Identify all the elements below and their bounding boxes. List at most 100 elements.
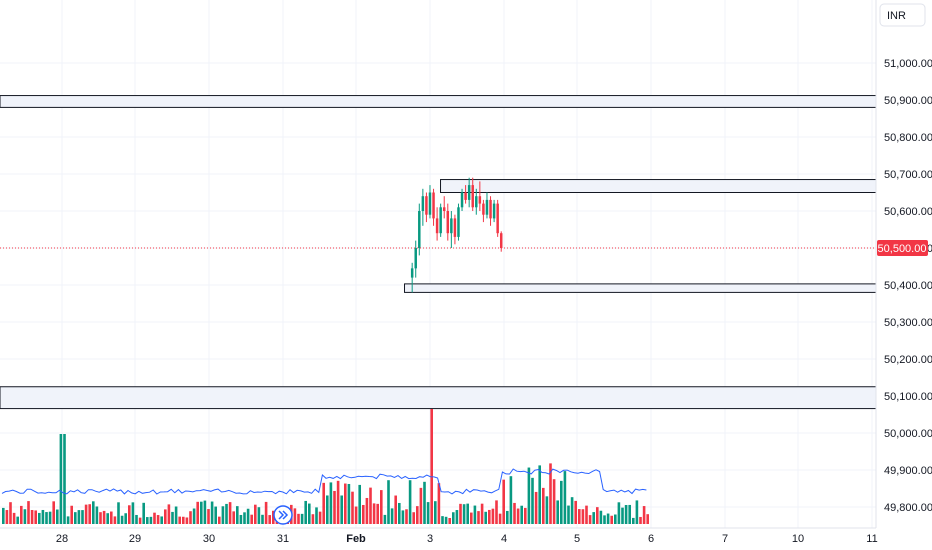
volume-bar: [264, 501, 268, 524]
volume-bar: [27, 501, 30, 524]
volume-bar: [538, 465, 541, 524]
volume-bar: [498, 513, 502, 524]
time-tick-label: 28: [56, 533, 68, 545]
volume-bar: [401, 510, 405, 524]
volume-bar: [23, 509, 27, 524]
volume-bar: [218, 516, 221, 524]
volume-bar: [243, 512, 246, 524]
volume-bar: [635, 500, 639, 524]
volume-bar: [646, 514, 649, 524]
volume-bar: [2, 507, 5, 524]
volume-bar: [110, 511, 113, 524]
candle-body: [499, 233, 503, 248]
price-tick-label: 49,800.00: [884, 502, 932, 514]
candle-body: [435, 218, 439, 234]
volume-bar: [470, 512, 473, 524]
volume-bar: [20, 505, 23, 524]
volume-bar: [376, 503, 379, 524]
time-tick-label: 7: [722, 533, 728, 545]
volume-bar: [412, 512, 415, 524]
volume-bar: [272, 510, 275, 524]
volume-bar: [268, 515, 271, 524]
volume-bar: [185, 517, 189, 524]
price-tick-label: 49,900.00: [884, 465, 932, 477]
volume-bar: [509, 476, 513, 524]
volume-bar: [592, 512, 595, 524]
volume-bar: [473, 505, 477, 524]
volume-bar: [495, 500, 498, 524]
time-tick-label: 31: [277, 533, 289, 545]
volume-bar: [135, 514, 138, 524]
volume-bar: [624, 505, 628, 524]
volume-bar: [38, 512, 41, 524]
volume-bar: [34, 510, 37, 524]
volume-bar: [477, 511, 480, 524]
volume-bar: [419, 487, 423, 524]
volume-bar: [297, 513, 300, 524]
volume-bar: [106, 513, 109, 524]
candle-body: [421, 196, 425, 211]
price-tick-label: 50,000.00: [884, 428, 932, 440]
time-tick-label: 5: [574, 533, 580, 545]
volume-bar: [452, 512, 455, 524]
volume-bar: [56, 509, 59, 524]
volume-bar: [610, 515, 613, 524]
volume-bar: [326, 495, 329, 524]
volume-bar: [585, 505, 588, 524]
current-price-label: 50,500.00: [878, 243, 927, 255]
volume-bar: [527, 467, 531, 524]
candle-body: [467, 185, 471, 200]
candle-body: [450, 218, 453, 234]
volume-bar: [642, 506, 646, 524]
volume-bar: [480, 503, 484, 524]
time-axis[interactable]: 28 29 30 31 Feb 3 4 5 6 7 10 11: [56, 533, 878, 545]
volume-bar: [210, 501, 214, 524]
volume-bar: [149, 516, 153, 524]
volume-bar: [66, 516, 70, 524]
volume-bar: [365, 497, 369, 524]
volume-bar: [545, 496, 549, 524]
volume-bar: [329, 482, 333, 524]
volume-bar: [192, 508, 196, 524]
candle-body: [410, 268, 414, 278]
candle-body: [471, 185, 474, 208]
volume-bar: [380, 490, 383, 524]
volume-bar: [542, 487, 545, 524]
volume-bar: [142, 502, 145, 524]
volume-bar: [131, 502, 135, 524]
volume-bar: [383, 514, 387, 524]
volume-bar: [300, 513, 304, 524]
volume-bar: [95, 506, 99, 524]
volume-bar: [84, 504, 88, 524]
volume-bar: [405, 509, 408, 524]
volume-bar: [70, 505, 73, 524]
volume-bar: [632, 517, 635, 524]
volume-bar: [520, 505, 523, 524]
volume-bar: [59, 434, 63, 524]
volume-bar: [9, 502, 12, 524]
volume-bar: [459, 503, 462, 524]
currency-label: INR: [887, 10, 906, 22]
volume-bar: [628, 504, 631, 524]
time-tick-label: 4: [501, 533, 507, 545]
scroll-to-latest-button[interactable]: [273, 505, 293, 525]
candle-body: [460, 192, 464, 208]
time-tick-label: 6: [648, 533, 654, 545]
volume-bar: [153, 512, 156, 524]
volume-bar: [250, 514, 253, 524]
volume-bar: [45, 512, 48, 524]
volume-bar: [574, 500, 577, 524]
volume-bar: [196, 501, 199, 524]
volume-bar: [232, 511, 235, 524]
price-tick-label: 50,200.00: [884, 354, 932, 366]
volume-bar: [174, 506, 178, 524]
volume-bar: [81, 510, 84, 524]
candle-body: [485, 199, 489, 215]
price-axis[interactable]: 51,000.00 50,900.00 50,800.00 50,700.00 50,6…: [884, 58, 932, 514]
volume-bar: [614, 514, 617, 524]
volume-bar: [182, 516, 185, 524]
time-tick-label: Feb: [346, 533, 366, 545]
volume-bar: [596, 507, 599, 524]
currency-button[interactable]: INR: [879, 3, 926, 27]
